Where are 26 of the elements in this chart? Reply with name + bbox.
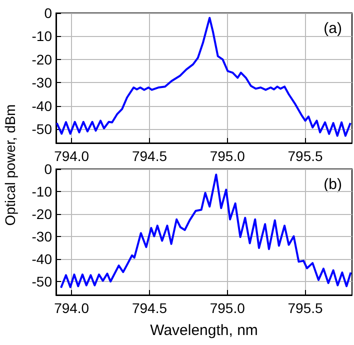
y-tick-label: -50	[32, 274, 52, 290]
y-tick-label: -30	[32, 74, 52, 91]
x-tick-label: 795.5	[288, 148, 323, 164]
line-series	[56, 16, 352, 137]
x-tick-label: 794.0	[54, 300, 90, 316]
annotation: (a)	[324, 20, 342, 37]
line-series	[60, 174, 352, 289]
y-tick-label: 0	[44, 161, 52, 177]
y-axis-title: Optical power, dBm	[2, 104, 18, 226]
y-tick-label: -20	[32, 206, 52, 222]
x-tick-label: 794.5	[132, 148, 168, 164]
annotation: (b)	[324, 176, 342, 193]
x-tick-label: 795.0	[210, 300, 246, 316]
x-tick-label: 795.5	[288, 300, 323, 316]
x-axis-title: Wavelength, nm	[150, 322, 258, 339]
y-tick-label: -40	[32, 251, 52, 267]
y-tick-label: -20	[32, 51, 52, 68]
x-tick-label: 794.5	[132, 300, 168, 316]
x-tick-label: 794.0	[54, 148, 90, 164]
y-tick-label: -10	[32, 28, 52, 44]
x-tick-label: 795.0	[210, 148, 246, 164]
y-tick-label: 0	[44, 5, 52, 21]
y-tick-label: -40	[32, 98, 52, 114]
y-tick-label: -30	[32, 228, 52, 244]
y-tick-label: -50	[32, 121, 52, 138]
y-tick-label: -10	[32, 184, 52, 200]
